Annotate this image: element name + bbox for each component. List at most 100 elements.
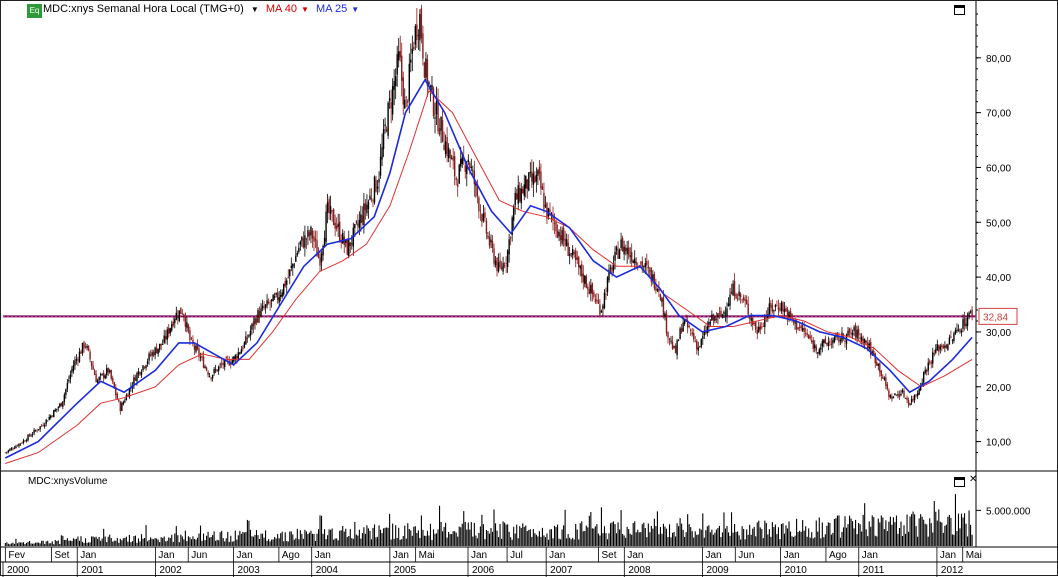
year-tick-label: 2004 xyxy=(316,565,339,576)
candle-body xyxy=(37,429,40,430)
candle-body xyxy=(541,186,544,190)
candle-body xyxy=(143,366,146,368)
candle-body xyxy=(785,308,787,312)
candle-body xyxy=(408,63,410,101)
candle-body xyxy=(511,217,513,235)
candle-body xyxy=(429,85,432,88)
candle-body xyxy=(926,369,928,372)
year-tick-label: 2007 xyxy=(550,565,573,576)
candle-body xyxy=(128,388,131,398)
candle-body xyxy=(640,262,642,264)
candle-body xyxy=(151,352,153,356)
candle-body xyxy=(491,240,494,249)
candle-body xyxy=(516,193,518,200)
candle-body xyxy=(523,184,525,196)
candle-body xyxy=(163,335,165,343)
candle-body xyxy=(48,416,50,420)
candle-body xyxy=(207,371,209,376)
candle-body xyxy=(508,239,510,255)
candle-body xyxy=(575,250,577,261)
ma40-chevron-down-icon[interactable]: ▼ xyxy=(301,5,309,14)
candle-body xyxy=(730,291,733,295)
candle-body xyxy=(110,370,112,379)
candle-body xyxy=(60,402,63,407)
candle-body xyxy=(311,230,314,239)
candle-body xyxy=(257,309,259,323)
candle-body xyxy=(15,446,17,449)
candle-body xyxy=(401,55,403,81)
ma25-chevron-down-icon[interactable]: ▼ xyxy=(351,5,360,14)
y-tick-label: 40,00 xyxy=(986,273,1011,284)
candle-body xyxy=(470,166,473,168)
candle-body xyxy=(709,321,712,324)
candle-body xyxy=(169,328,171,334)
candle-body xyxy=(93,370,96,375)
candle-body xyxy=(665,313,668,334)
candle-body xyxy=(293,264,296,266)
candle-body xyxy=(193,345,196,350)
year-tick-label: 2010 xyxy=(785,565,808,576)
candle-body xyxy=(366,204,368,214)
month-tick-label: Mai xyxy=(966,550,982,561)
candle-body xyxy=(732,283,734,296)
candle-body xyxy=(844,340,846,342)
volume-tick-label: 5.000.000 xyxy=(986,506,1031,517)
candle-body xyxy=(165,336,167,340)
candle-body xyxy=(649,270,651,272)
close-volume-panel-icon[interactable]: ✕ xyxy=(969,474,978,485)
y-tick-label: 50,00 xyxy=(986,218,1011,229)
candle-body xyxy=(506,250,509,268)
candle-body xyxy=(590,285,592,294)
candle-body xyxy=(172,321,174,326)
candle-body xyxy=(124,400,126,403)
candle-body xyxy=(596,299,598,301)
candle-body xyxy=(724,313,727,315)
candle-body xyxy=(851,332,854,335)
candle-body xyxy=(966,317,969,326)
candle-body xyxy=(216,369,218,372)
month-tick-label: Jun xyxy=(738,550,754,561)
candle-body xyxy=(877,364,879,366)
maximize-volume-panel-icon[interactable] xyxy=(954,477,965,487)
candle-body xyxy=(939,346,942,350)
candle-body xyxy=(632,260,634,263)
candle-body xyxy=(658,289,660,292)
candle-body xyxy=(556,230,559,238)
candle-body xyxy=(546,202,548,219)
ma40-label[interactable]: MA 40 xyxy=(265,3,298,15)
candle-body xyxy=(298,247,300,252)
candle-body xyxy=(487,236,489,237)
candle-body xyxy=(39,426,41,430)
candle-body xyxy=(263,307,265,309)
candle-body xyxy=(116,393,118,400)
candle-body xyxy=(30,435,32,437)
candle-body xyxy=(960,330,963,333)
candle-body xyxy=(812,340,814,349)
candle-body xyxy=(898,394,901,397)
candle-body xyxy=(249,330,252,336)
candle-body xyxy=(694,340,696,342)
candle-body xyxy=(921,382,923,386)
candle-body xyxy=(220,363,223,365)
ma25-label[interactable]: MA 25 xyxy=(316,3,348,15)
chevron-down-icon[interactable]: ▼ xyxy=(250,5,259,14)
candle-body xyxy=(496,258,498,272)
candle-body xyxy=(679,328,681,339)
candle-body xyxy=(600,310,603,313)
symbol-label[interactable]: MDC:xnys Semanal Hora Local (TMG+0) xyxy=(43,3,244,15)
candle-body xyxy=(136,373,138,382)
y-tick-label: 10,00 xyxy=(986,438,1011,449)
candle-body xyxy=(863,339,866,344)
candle-body xyxy=(700,339,702,347)
chart-header: MDC:xnys Semanal Hora Local (TMG+0) ▼ MA… xyxy=(43,3,363,15)
year-tick-label: 2009 xyxy=(706,565,729,576)
candle-body xyxy=(335,225,338,229)
maximize-price-panel-icon[interactable] xyxy=(954,5,965,15)
candle-body xyxy=(183,313,185,318)
month-tick-label: Set xyxy=(602,550,617,561)
candle-body xyxy=(750,318,752,321)
candle-body xyxy=(245,336,247,345)
candle-body xyxy=(697,347,699,351)
candle-body xyxy=(139,372,141,375)
candle-body xyxy=(693,333,695,340)
